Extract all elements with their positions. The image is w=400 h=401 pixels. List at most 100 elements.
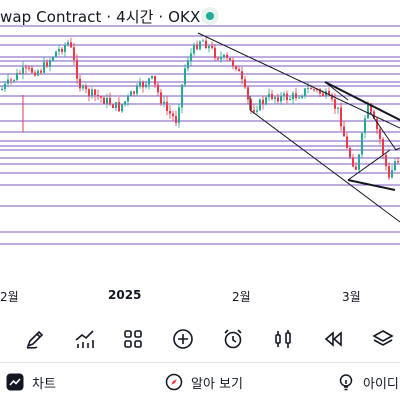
candle-body	[151, 76, 153, 78]
candle-body	[94, 89, 96, 95]
candle-body	[199, 41, 201, 49]
candle-body	[382, 139, 384, 155]
candle-body	[43, 62, 45, 73]
candle-body	[343, 126, 345, 136]
candle-body	[76, 60, 78, 79]
trend-line	[348, 150, 390, 180]
candle-body	[217, 58, 219, 59]
candle-body	[31, 68, 33, 73]
candle-body	[352, 157, 354, 166]
trend-line	[325, 82, 400, 120]
layers-icon[interactable]	[368, 324, 398, 354]
candle-body	[271, 94, 273, 99]
add-icon[interactable]	[168, 324, 198, 354]
grid-icon[interactable]	[118, 324, 148, 354]
candle-body	[205, 41, 207, 49]
candle-body	[292, 93, 294, 99]
candle-body	[139, 82, 141, 86]
candle-body	[34, 73, 36, 76]
candle-body	[127, 96, 129, 102]
candle-body	[157, 85, 159, 93]
candle-body	[274, 97, 276, 99]
candle-body	[391, 170, 393, 177]
candle-body	[184, 68, 186, 84]
candle-body	[349, 148, 351, 157]
candle-body	[280, 95, 282, 101]
candle-body	[175, 116, 177, 123]
candle-body	[70, 42, 72, 47]
candle-body	[298, 98, 300, 99]
tab-chart[interactable]: 차트	[6, 371, 56, 393]
candle-body	[337, 107, 339, 108]
candle-body	[46, 62, 48, 66]
candle-body	[361, 133, 363, 154]
candle-body	[310, 88, 312, 89]
candle-body	[379, 129, 381, 139]
candle-body	[241, 71, 243, 79]
candle-body	[235, 66, 237, 69]
tab-ideas[interactable]: 알아 보기	[165, 371, 243, 393]
candle-body	[115, 102, 117, 108]
candle-body	[1, 89, 3, 90]
candle-body	[40, 71, 42, 73]
candle-body	[73, 47, 75, 59]
x-tick-label: 2월	[0, 288, 19, 305]
candle-body	[25, 67, 27, 68]
candle-body	[103, 98, 105, 104]
candle-body	[49, 60, 51, 66]
candle-body	[253, 110, 255, 112]
candle-body	[178, 107, 180, 122]
candle-body	[286, 94, 288, 100]
candle-body	[283, 94, 285, 96]
candle-body	[28, 68, 30, 69]
candle-body	[385, 155, 387, 166]
candle-body	[67, 42, 69, 45]
chart-title: wap Contract · 4시간 · OKX	[0, 6, 200, 28]
bottom-tab-bar: 차트 알아 보기 아이디	[0, 362, 400, 401]
candle-body	[166, 102, 168, 111]
indicator-icon[interactable]	[70, 324, 100, 354]
candle-body	[256, 110, 258, 112]
candle-body	[247, 87, 249, 99]
candle-body	[19, 73, 21, 74]
x-tick-label: 2월	[232, 288, 251, 305]
x-tick-label-year: 2025	[108, 288, 141, 302]
chart-canvas[interactable]	[0, 0, 400, 310]
candle-body	[52, 57, 54, 60]
candle-body	[145, 84, 147, 87]
candle-body	[91, 89, 93, 95]
candle-icon[interactable]	[268, 324, 298, 354]
candle-body	[220, 57, 222, 60]
candle-body	[79, 79, 81, 89]
candle-body	[259, 100, 261, 111]
candle-body	[244, 79, 246, 87]
candle-body	[181, 85, 183, 108]
candle-body	[388, 166, 390, 177]
candle-body	[277, 97, 279, 101]
candle-body	[142, 82, 144, 87]
candle-body	[124, 101, 126, 104]
candle-body	[304, 88, 306, 96]
candle-body	[160, 92, 162, 103]
candle-body	[307, 88, 309, 89]
candle-body	[265, 97, 267, 104]
candle-body	[196, 45, 198, 50]
price-chart[interactable]: 2월 2025 2월 3월	[0, 0, 400, 310]
tab-third-label: 아이디	[363, 373, 399, 392]
brush-icon[interactable]	[20, 324, 50, 354]
alarm-icon[interactable]	[218, 324, 248, 354]
compass-icon	[165, 373, 183, 391]
candle-body	[97, 95, 99, 96]
drawing-toolbar	[0, 318, 400, 358]
candle-body	[7, 79, 9, 83]
rewind-icon[interactable]	[318, 324, 348, 354]
candle-body	[109, 98, 111, 105]
candle-body	[154, 76, 156, 85]
candle-body	[190, 53, 192, 61]
candle-body	[232, 60, 234, 66]
candle-body	[226, 55, 228, 58]
candle-body	[262, 100, 264, 104]
tab-ideas-list[interactable]: 아이디	[337, 371, 399, 393]
tab-chart-label: 차트	[32, 373, 56, 392]
candle-body	[82, 86, 84, 88]
